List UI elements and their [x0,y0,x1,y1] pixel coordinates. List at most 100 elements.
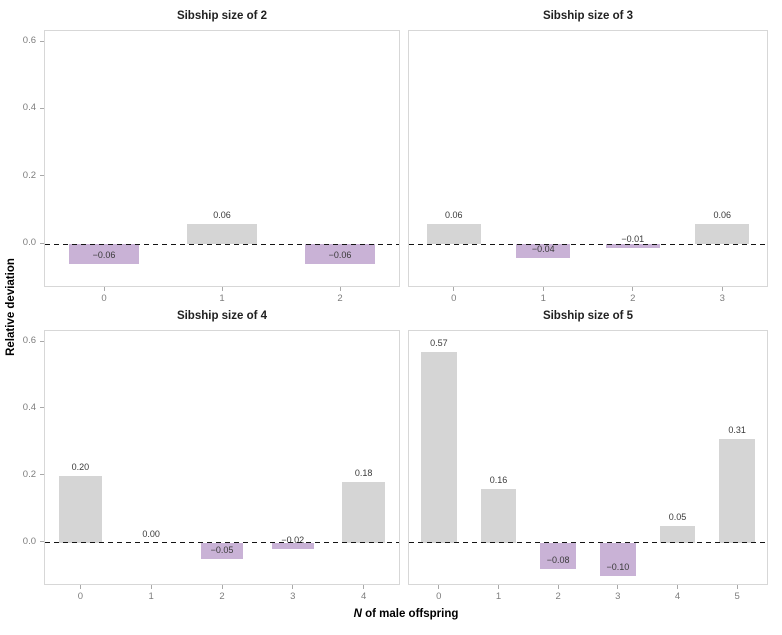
bar-value-label: −0.01 [621,233,645,244]
y-tick-label: 0.4 [22,401,36,413]
bar-value-label: −0.04 [531,243,555,254]
bar-value-label: −0.02 [281,535,305,546]
x-tick-label: 3 [719,293,725,304]
plot-area: 0.57 0.16 −0.08 −0.10 0.05 0.31 [408,330,768,585]
bar-value-label: 0.16 [489,475,508,486]
y-tick-label: 0.0 [22,237,36,249]
y-axis-tick [40,340,44,342]
y-tick-label: 0.6 [22,335,36,347]
bar-value-label: 0.20 [71,461,90,472]
y-axis-tick [40,407,44,409]
zero-reference-line [409,243,767,245]
x-tick-label: 2 [219,591,225,602]
x-axis-title-italic: N [353,608,362,620]
bar-negative [200,542,244,560]
x-axis-tick [292,585,294,589]
bar-positive [719,438,756,543]
bar-positive [420,352,457,543]
bar-positive [59,475,102,543]
x-axis-tick [150,585,152,589]
x-tick-label: 2 [555,591,561,602]
x-tick-label: 5 [734,591,740,602]
panel-title: Sibship size of 4 [176,310,268,322]
bar-negative [271,542,315,550]
y-axis-tick [40,107,44,109]
x-axis-tick [221,585,223,589]
y-tick-label: 0.2 [22,468,36,480]
plot-area: 0.20 0.00 −0.05 −0.02 0.18 [44,330,400,585]
y-axis-tick [40,40,44,42]
bar-value-label: 0.57 [430,338,448,349]
x-tick-label: 0 [436,591,442,602]
y-tick-label: 0.2 [22,169,36,181]
x-axis-tick [736,585,738,589]
bar-value-label: 0.05 [668,511,687,522]
bar-negative [540,542,577,570]
x-tick-label: 1 [219,293,225,304]
x-tick-label: 1 [540,293,546,304]
zero-reference-line [45,541,399,544]
x-tick-label: 1 [495,591,502,602]
x-axis-tick [557,585,559,589]
bar-negative [516,244,571,258]
bar-value-label: 0.00 [142,528,160,539]
x-axis-tick [79,585,81,589]
y-axis-tick [40,474,44,476]
x-tick-label: 2 [630,293,636,304]
x-axis-title-rest: of male offspring [361,608,459,620]
y-tick-label: 0.0 [22,535,36,547]
y-axis-tick [40,175,44,177]
y-axis-tick [40,242,44,244]
bar-value-label: 0.31 [728,424,746,435]
x-axis-tick [221,287,223,291]
bar-negative [304,244,376,265]
y-axis-tick [40,541,44,543]
x-axis-tick [453,287,455,291]
bar-negative [599,542,636,576]
bar-positive [426,224,481,245]
zero-reference-line [45,243,399,245]
panel-title: Sibship size of 2 [176,10,268,22]
x-axis-title: N of male offspring [44,608,768,620]
bar-positive [480,489,517,543]
x-tick-label: 4 [674,591,681,602]
x-axis-tick [339,287,341,291]
bar-positive [342,482,385,543]
bar-value-label: 0.06 [713,210,732,220]
x-axis-tick [632,287,634,291]
x-axis-tick [617,585,619,589]
bar-value-label: −0.05 [210,545,234,556]
bar-value-label: 0.06 [444,210,463,220]
plot-area: −0.06 0.06 −0.06 [44,30,400,287]
x-tick-label: 4 [360,591,367,602]
y-tick-label: 0.4 [22,102,36,114]
zero-reference-line [409,541,767,544]
x-tick-label: 1 [148,591,154,602]
bar-positive [186,224,258,245]
bar-value-label: −0.08 [546,555,570,566]
x-tick-label: 0 [451,293,457,304]
x-axis-tick [438,585,440,589]
panel-title: Sibship size of 5 [542,310,634,322]
x-axis-tick [363,585,365,589]
plot-area: 0.06 −0.04 −0.01 0.06 [408,30,768,287]
panel-title: Sibship size of 3 [542,10,634,22]
x-axis-tick [542,287,544,291]
x-axis-tick [103,287,105,291]
x-axis-tick [498,585,499,589]
bar-value-label: −0.06 [92,250,116,261]
x-tick-label: 0 [101,293,107,304]
bar-value-label: 0.06 [213,210,231,220]
bar-positive [659,525,696,543]
bar-value-label: 0.18 [354,468,373,479]
x-axis-tick [721,287,723,291]
x-axis-tick [677,585,678,589]
bar-negative [68,244,140,265]
x-tick-label: 0 [77,591,84,602]
x-tick-label: 3 [615,591,621,602]
bar-negative [605,244,660,248]
bar-value-label: −0.06 [328,250,352,261]
x-tick-label: 2 [337,293,343,304]
bar-positive [695,224,750,245]
